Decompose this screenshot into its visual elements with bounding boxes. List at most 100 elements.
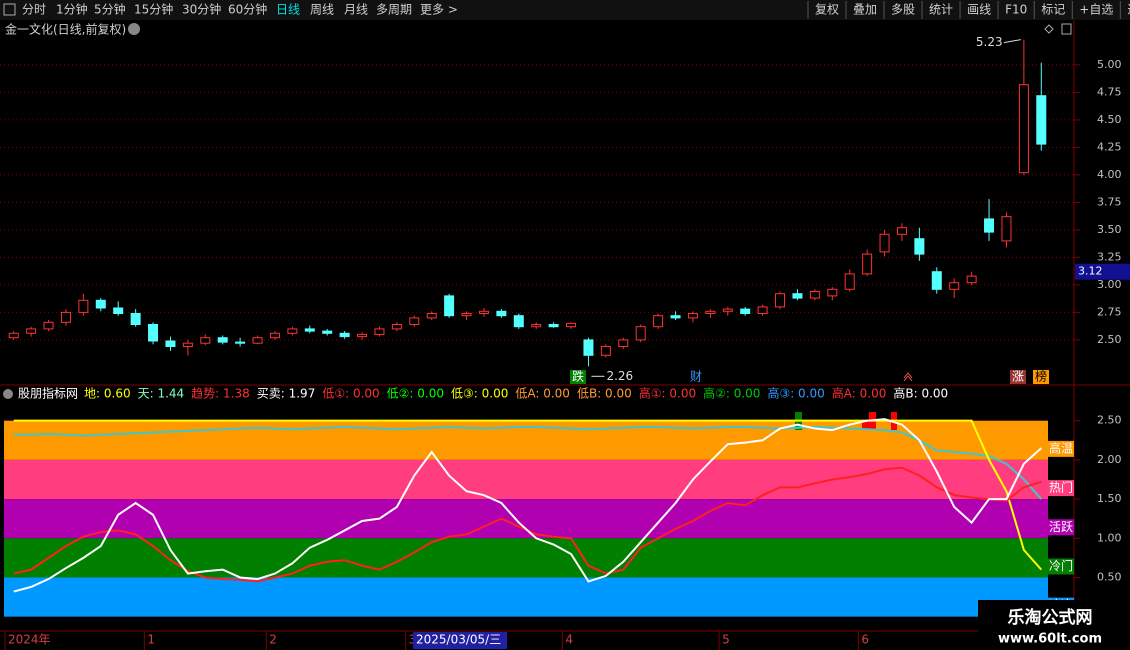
toolbar-button[interactable]: 画线	[967, 3, 991, 17]
toolbar-item[interactable]: 周线	[310, 3, 334, 17]
candle-body	[844, 273, 855, 290]
toolbar-button[interactable]: F10	[1005, 3, 1027, 17]
toolbar-bg	[0, 0, 1130, 20]
candle-body	[391, 324, 402, 330]
candle-body	[1018, 84, 1029, 174]
candle-body	[444, 295, 455, 317]
zone-label-bg	[1048, 480, 1074, 497]
y-tick-label: 3.50	[1097, 223, 1122, 236]
candle-body	[357, 333, 368, 338]
candle-body	[43, 321, 54, 330]
zone-label-bg	[1048, 558, 1074, 575]
zone-label: 冷门	[1049, 558, 1073, 573]
candle-body	[339, 332, 350, 338]
indicator-value: 低②: 0.00	[387, 387, 444, 401]
event-marker-bg	[1033, 370, 1049, 384]
candle-body	[165, 340, 176, 347]
event-marker-bg	[1010, 370, 1026, 384]
candle-body	[722, 308, 733, 312]
candle-body	[618, 339, 629, 347]
candle-body	[304, 328, 315, 332]
toolbar-item[interactable]: 5分钟	[94, 2, 126, 17]
indicator-value: 天: 1.44	[138, 387, 185, 401]
candle-body	[914, 238, 925, 255]
cursor-label-bg	[413, 632, 507, 649]
toolbar-item[interactable]: 分时	[22, 3, 46, 17]
toolbar-item[interactable]: 1分钟	[56, 2, 88, 17]
toolbar-item[interactable]: 多周期	[376, 3, 412, 17]
toolbar-item[interactable]: 日线	[276, 3, 300, 17]
zone-label-bg	[1048, 440, 1074, 457]
toolbar-button[interactable]: 复权	[815, 3, 839, 17]
candle-body	[966, 275, 977, 284]
zone-label-bg	[1048, 519, 1074, 536]
toolbar-item[interactable]: 60分钟	[228, 2, 267, 17]
y-tick-label: 2.75	[1097, 305, 1122, 318]
candle-body	[635, 326, 646, 341]
toolbar-button[interactable]: 标记	[1041, 3, 1065, 17]
last-price-box	[1075, 263, 1130, 280]
event-marker[interactable]: 涨	[1012, 369, 1024, 384]
x-tick-label: 5	[722, 633, 730, 647]
toolbar-button[interactable]: 统计	[929, 3, 953, 17]
indicator-value: 低③: 0.00	[451, 387, 508, 401]
candle-body	[1036, 95, 1047, 145]
indicator-value: 高③: 0.00	[767, 386, 824, 401]
signal-bar	[862, 420, 876, 430]
indicator-value: 高②: 0.00	[703, 386, 760, 401]
toolbar-button[interactable]: +自选	[1079, 3, 1113, 17]
candle-body	[374, 328, 385, 335]
candle-body	[949, 282, 960, 290]
max-label: 5.23	[976, 35, 1003, 49]
zone-label: 高温	[1049, 440, 1073, 455]
event-marker[interactable]: 财	[690, 370, 702, 384]
indicator-value: 高A: 0.00	[832, 386, 887, 401]
title-dropdown[interactable]	[128, 23, 140, 35]
toolbar-item[interactable]: 15分钟	[134, 2, 173, 17]
y-tick-label: 5.00	[1097, 58, 1122, 71]
signal-bar	[869, 412, 876, 422]
candle-body	[687, 313, 698, 319]
zone	[4, 577, 1048, 617]
event-marker[interactable]: 跌	[572, 369, 584, 384]
candle-body	[653, 315, 664, 328]
event-marker-bg	[688, 370, 704, 384]
candle-body	[879, 233, 890, 253]
toolbar-button[interactable]: 叠加	[853, 3, 877, 17]
x-tick-label: 2024年	[8, 633, 51, 647]
candle-body	[113, 307, 124, 314]
toolbar-item[interactable]: 30分钟	[182, 2, 221, 17]
candle-body	[496, 310, 507, 317]
event-marker[interactable]: 榜	[1035, 369, 1047, 384]
toolbar-item[interactable]: 月线	[344, 3, 368, 17]
candle-body	[182, 342, 193, 348]
candle-body	[583, 339, 594, 356]
candle-body	[513, 315, 524, 328]
candle-body	[8, 332, 19, 339]
toolbar-item[interactable]: 更多 >	[420, 3, 458, 17]
alert-icon	[903, 372, 913, 382]
toolbar-button[interactable]: 多股	[891, 3, 915, 17]
y-tick-label: 1.00	[1097, 531, 1122, 544]
x-tick-label: 3	[409, 633, 417, 647]
last-price-label: 3.12	[1078, 265, 1103, 278]
stock-title: 金一文化(日线,前复权)	[5, 22, 126, 37]
toolbar-button[interactable]: 返回	[1127, 3, 1130, 17]
diamond-icon[interactable]	[1044, 24, 1054, 34]
indicator-dropdown[interactable]	[3, 389, 13, 399]
candle-body	[217, 337, 228, 343]
watermark-url: www.60lt.com	[998, 632, 1102, 647]
candle-body	[322, 330, 333, 334]
x-tick-label: 2	[269, 633, 277, 647]
menu-icon[interactable]	[3, 3, 16, 16]
candle-body	[78, 299, 89, 313]
watermark-title: 乐淘公式网	[1008, 607, 1093, 628]
indicator-value: 低A: 0.00	[515, 387, 570, 401]
indicator-title: 股朋指标网	[18, 386, 78, 401]
watermark-bg	[978, 600, 1130, 650]
candle-body	[148, 324, 159, 342]
panel-icon[interactable]	[1061, 23, 1072, 35]
candle-body	[757, 306, 768, 314]
candle-body	[60, 311, 71, 323]
